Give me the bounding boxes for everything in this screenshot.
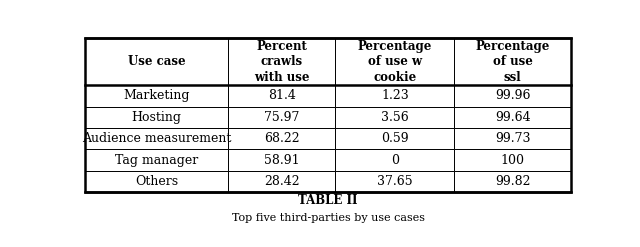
Bar bbox=[228, 85, 335, 107]
Text: 75.97: 75.97 bbox=[264, 111, 300, 124]
Bar bbox=[85, 38, 571, 192]
Bar bbox=[228, 149, 335, 171]
Bar bbox=[454, 149, 571, 171]
Bar bbox=[335, 107, 454, 128]
Text: Percent
crawls
with use: Percent crawls with use bbox=[254, 40, 310, 84]
Text: 37.65: 37.65 bbox=[377, 175, 413, 188]
Bar bbox=[335, 171, 454, 192]
Bar bbox=[85, 149, 228, 171]
Bar bbox=[228, 38, 335, 85]
Text: Use case: Use case bbox=[128, 55, 186, 68]
Bar bbox=[454, 38, 571, 85]
Text: 3.56: 3.56 bbox=[381, 111, 409, 124]
Bar bbox=[85, 171, 228, 192]
Text: Top five third-parties by use cases: Top five third-parties by use cases bbox=[232, 213, 424, 223]
Text: 0: 0 bbox=[391, 154, 399, 167]
Text: TABLE II: TABLE II bbox=[298, 194, 358, 207]
Text: 1.23: 1.23 bbox=[381, 89, 409, 103]
Bar bbox=[335, 38, 454, 85]
Bar bbox=[454, 107, 571, 128]
Text: Audience measurement: Audience measurement bbox=[82, 132, 231, 145]
Text: 28.42: 28.42 bbox=[264, 175, 300, 188]
Bar bbox=[228, 128, 335, 149]
Text: 0.59: 0.59 bbox=[381, 132, 409, 145]
Text: 99.96: 99.96 bbox=[495, 89, 531, 103]
Bar bbox=[454, 171, 571, 192]
Bar bbox=[454, 128, 571, 149]
Text: 68.22: 68.22 bbox=[264, 132, 300, 145]
Text: Marketing: Marketing bbox=[124, 89, 190, 103]
Text: Hosting: Hosting bbox=[132, 111, 182, 124]
Text: Others: Others bbox=[135, 175, 178, 188]
Bar bbox=[335, 128, 454, 149]
Text: 99.73: 99.73 bbox=[495, 132, 531, 145]
Bar bbox=[85, 107, 228, 128]
Text: 99.64: 99.64 bbox=[495, 111, 531, 124]
Text: 100: 100 bbox=[500, 154, 525, 167]
Bar bbox=[228, 107, 335, 128]
Text: Tag manager: Tag manager bbox=[115, 154, 198, 167]
Text: Percentage
of use
ssl: Percentage of use ssl bbox=[476, 40, 550, 84]
Bar bbox=[335, 149, 454, 171]
Text: Percentage
of use w
cookie: Percentage of use w cookie bbox=[358, 40, 432, 84]
Text: 81.4: 81.4 bbox=[268, 89, 296, 103]
Bar bbox=[85, 128, 228, 149]
Bar bbox=[454, 85, 571, 107]
Text: 99.82: 99.82 bbox=[495, 175, 531, 188]
Bar bbox=[85, 38, 228, 85]
Bar bbox=[228, 171, 335, 192]
Bar bbox=[85, 85, 228, 107]
Text: 58.91: 58.91 bbox=[264, 154, 300, 167]
Bar bbox=[335, 85, 454, 107]
